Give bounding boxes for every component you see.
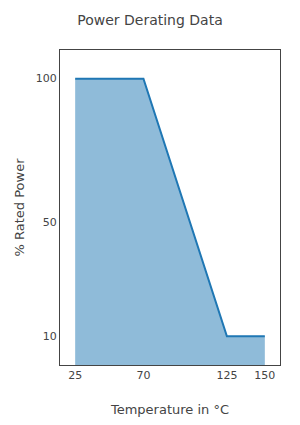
svg-text:Power Derating Data: Power Derating Data — [77, 12, 223, 28]
svg-text:70: 70 — [136, 369, 150, 382]
svg-text:% Rated Power: % Rated Power — [12, 158, 27, 257]
svg-text:150: 150 — [254, 369, 275, 382]
svg-text:Temperature in °C: Temperature in °C — [110, 402, 229, 417]
svg-text:100: 100 — [36, 72, 57, 85]
svg-text:10: 10 — [43, 330, 57, 343]
svg-text:125: 125 — [216, 369, 237, 382]
svg-text:50: 50 — [43, 216, 57, 229]
svg-text:25: 25 — [68, 369, 82, 382]
